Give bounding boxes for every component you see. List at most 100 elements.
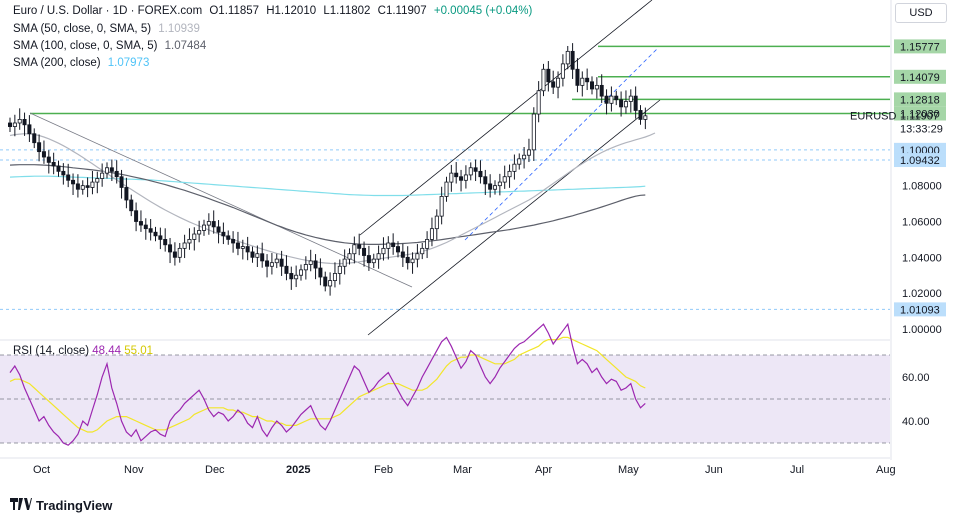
candle (614, 90, 619, 106)
time-label: Jun (705, 464, 723, 476)
candle (221, 222, 226, 245)
tradingview-logo[interactable]: TradingView (10, 496, 112, 514)
candle-body (395, 246, 400, 253)
candle-body (303, 264, 308, 271)
candle (284, 255, 289, 281)
candle (182, 234, 187, 259)
candle-body (444, 181, 449, 197)
candle (420, 242, 425, 260)
candle-body (109, 167, 114, 172)
candle-body (61, 170, 66, 176)
candle (362, 241, 367, 267)
candle-body (274, 258, 279, 264)
candle-body (590, 81, 595, 90)
candle-body (46, 156, 51, 163)
symbol-title[interactable]: Euro / U.S. Dollar · 1D · FOREX.com (13, 5, 203, 17)
candle (449, 164, 454, 192)
sma100-legend[interactable]: SMA (100, close, 0, SMA, 5) 1.07484 (13, 39, 210, 53)
candle (391, 233, 396, 255)
candle-body (492, 185, 497, 190)
candle-body (206, 221, 211, 226)
candle (347, 248, 352, 265)
candle-body (289, 273, 294, 280)
price-axis[interactable]: 1.08000 1.06000 1.04000 1.02000 1.00000 1.157… (850, 39, 946, 428)
candle-body (439, 196, 444, 217)
candle (512, 154, 517, 180)
candle (303, 256, 308, 280)
candle-body (599, 84, 604, 97)
candle (265, 254, 270, 278)
candle-body (449, 172, 454, 183)
sma200-value: 1.07973 (107, 57, 150, 69)
candle-body (124, 187, 129, 201)
rsi-line (9, 322, 646, 446)
candle (105, 162, 110, 179)
candle-body (153, 231, 158, 237)
candle-body (168, 244, 173, 253)
candle-body (138, 221, 143, 226)
candle (240, 239, 245, 260)
time-axis[interactable]: Oct Nov Dec 2025 Feb Mar Apr May Jun Jul Aug (33, 464, 896, 476)
candle (250, 246, 255, 263)
candle-body (488, 183, 493, 190)
candle (7, 117, 12, 132)
price-pane[interactable] (0, 0, 892, 460)
candle-body (580, 77, 585, 86)
candle-body (260, 253, 265, 262)
rsi-legend[interactable]: RSI (14, close) 48.44 55.01 (13, 345, 153, 357)
candle-body (182, 242, 187, 249)
candle (376, 245, 381, 269)
candle-body (298, 269, 303, 276)
candle (337, 259, 342, 285)
sma50-line (9, 132, 656, 265)
high-value: H1.12010 (266, 5, 317, 17)
candle (143, 218, 148, 240)
candle-body (420, 247, 425, 255)
candle-body (172, 251, 177, 258)
candle-body (269, 262, 274, 267)
currency-button[interactable]: USD (895, 3, 947, 23)
candle-body (604, 95, 609, 104)
rsi-label: RSI (14, close) (13, 345, 90, 357)
candle-body (37, 142, 42, 153)
sma50-legend[interactable]: SMA (50, close, 0, SMA, 5) 1.10939 (13, 22, 204, 36)
candle-body (410, 258, 415, 264)
candle-body (235, 242, 240, 249)
candle-body (497, 181, 502, 187)
candle (585, 68, 590, 91)
price-tick-label: 1.08000 (902, 181, 942, 193)
candle-body (294, 274, 299, 280)
candle (138, 210, 143, 232)
candle-body (381, 247, 386, 255)
price-tag-label: 1.14079 (900, 72, 940, 84)
price-tick-label: 1.02000 (902, 288, 942, 300)
candle (531, 107, 536, 161)
candle-body (211, 221, 216, 228)
candle (134, 202, 139, 232)
candle (575, 58, 580, 93)
rsi-pane[interactable] (0, 322, 890, 446)
candle (109, 159, 114, 182)
candle-body (473, 167, 478, 172)
candle-body (332, 273, 337, 282)
candle-body (531, 113, 536, 151)
candle-body (284, 265, 289, 274)
candle (274, 253, 279, 269)
candle (599, 74, 604, 103)
candle (400, 243, 405, 267)
candle (119, 169, 124, 199)
price-tick-label: 1.06000 (902, 216, 942, 228)
candle (332, 262, 337, 288)
candle (90, 170, 95, 195)
sma200-legend[interactable]: SMA (200, close) 1.07973 (13, 56, 153, 70)
candle (172, 242, 177, 266)
candle-body (158, 235, 163, 240)
candle-body (250, 251, 255, 258)
candle (308, 249, 313, 272)
candle-body (265, 260, 270, 267)
sma100-label: SMA (100, close, 0, SMA, 5) (13, 40, 158, 52)
candle-body (255, 253, 260, 258)
candle (206, 213, 211, 235)
candle (163, 228, 168, 252)
candle-body (279, 258, 284, 267)
